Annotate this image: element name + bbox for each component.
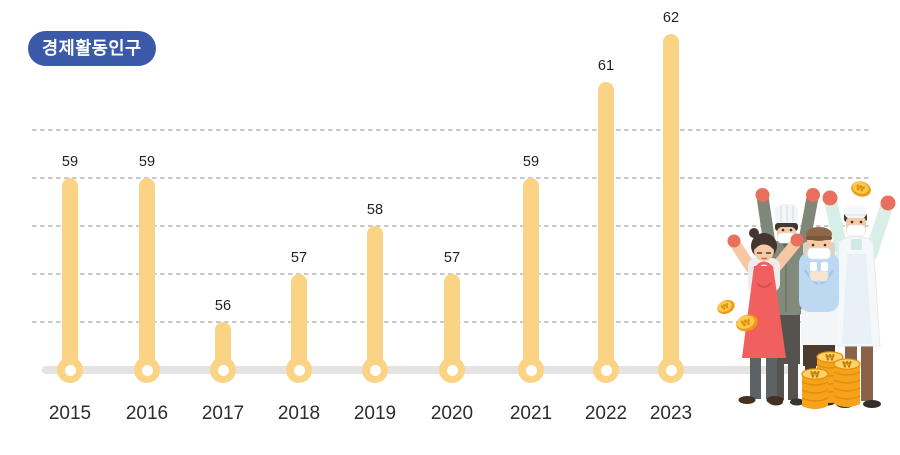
bar-base-ring-hole — [141, 364, 153, 376]
gridline — [32, 129, 872, 131]
flying-coin-icon: ₩ — [851, 181, 871, 197]
bar-base-ring-hole — [64, 364, 76, 376]
bar — [663, 34, 679, 370]
bar-value-label: 59 — [61, 154, 79, 170]
bar-base-ring — [518, 357, 544, 383]
x-axis-year-label: 2019 — [353, 403, 397, 424]
white-uniform-worker-figure — [822, 190, 896, 408]
bar-base-ring — [210, 357, 236, 383]
x-axis-year-label: 2018 — [277, 403, 321, 424]
bar-base-ring — [286, 357, 312, 383]
svg-text:₩: ₩ — [720, 302, 731, 313]
x-axis-year-label: 2022 — [584, 403, 628, 424]
bar — [367, 226, 383, 370]
gridline — [32, 177, 872, 179]
bar-value-label: 62 — [662, 10, 680, 26]
bar-base-ring-hole — [369, 364, 381, 376]
bar-base-ring-hole — [600, 364, 612, 376]
bar-value-label: 57 — [443, 250, 461, 266]
flying-coin-icon: ₩ — [717, 300, 735, 314]
bar-base-ring — [362, 357, 388, 383]
gridline — [32, 225, 872, 227]
svg-text:₩: ₩ — [810, 371, 820, 381]
svg-text:₩: ₩ — [855, 183, 866, 194]
bar — [444, 274, 460, 370]
svg-text:₩: ₩ — [740, 317, 753, 330]
bar-value-label: 59 — [522, 154, 540, 170]
bar — [598, 82, 614, 370]
bar — [139, 178, 155, 370]
x-axis-year-label: 2021 — [509, 403, 553, 424]
x-axis-year-label: 2023 — [649, 403, 693, 424]
svg-text:₩: ₩ — [825, 354, 835, 364]
bar — [291, 274, 307, 370]
svg-text:₩: ₩ — [842, 361, 852, 371]
x-axis-line — [42, 366, 798, 374]
bar-base-ring-hole — [217, 364, 229, 376]
bar-base-ring — [57, 357, 83, 383]
coin-stack: ₩ — [833, 358, 861, 407]
x-axis-year-label: 2017 — [201, 403, 245, 424]
bar-base-ring — [134, 357, 160, 383]
bar-base-ring-hole — [665, 364, 677, 376]
flying-coin-icon: ₩ — [736, 314, 758, 332]
x-axis-year-label: 2015 — [48, 403, 92, 424]
bar-base-ring — [593, 357, 619, 383]
bar-value-label: 59 — [138, 154, 156, 170]
workers-celebration-illustration: ₩ ₩ ₩ ₩ ₩ ₩ — [717, 181, 896, 409]
chart-title: 경제활동인구 — [42, 38, 142, 58]
bar-base-ring-hole — [525, 364, 537, 376]
x-axis-year-label: 2020 — [430, 403, 474, 424]
bar-value-label: 56 — [214, 298, 232, 314]
bar — [523, 178, 539, 370]
bar-value-label: 57 — [290, 250, 308, 266]
bar-base-ring-hole — [293, 364, 305, 376]
bar-value-label: 61 — [597, 58, 615, 74]
bar-value-label: 58 — [366, 202, 384, 218]
coin-stack: ₩ — [801, 368, 829, 409]
bar-base-ring-hole — [446, 364, 458, 376]
bar-base-ring — [439, 357, 465, 383]
bar-base-ring — [658, 357, 684, 383]
x-axis-year-label: 2016 — [125, 403, 169, 424]
chart-title-badge: 경제활동인구 — [28, 31, 156, 67]
red-apron-cook-figure — [727, 228, 804, 404]
bar — [62, 178, 78, 370]
